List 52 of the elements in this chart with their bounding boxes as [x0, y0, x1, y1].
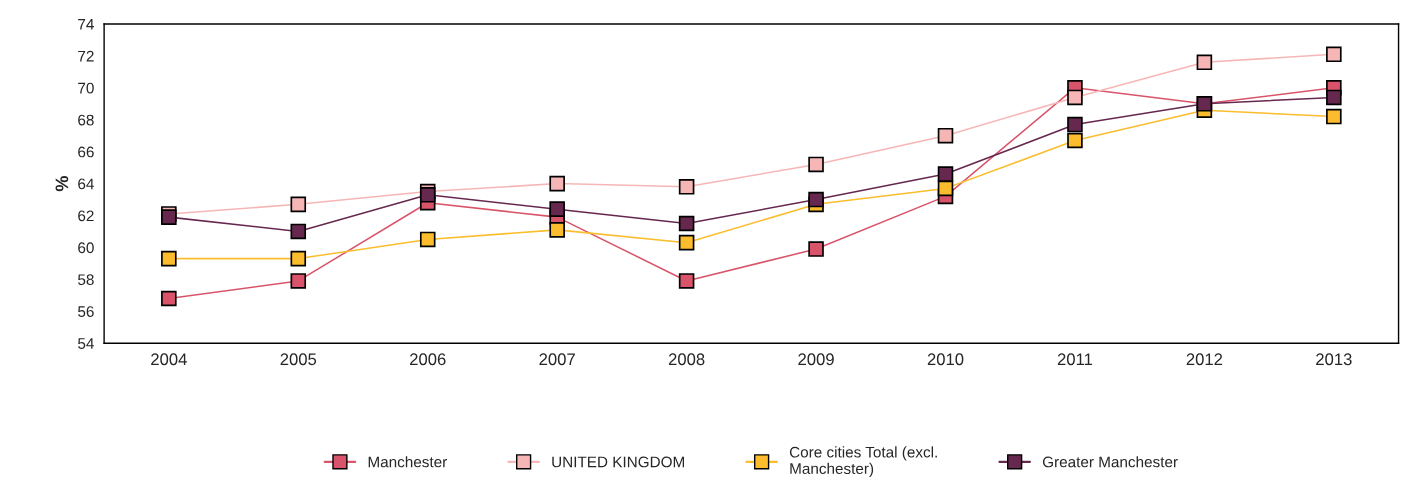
point: [678, 179, 695, 195]
x-tick-label: 2011: [1057, 353, 1093, 366]
legend-label: Core cities Total (excl. Manchester): [789, 446, 937, 478]
y-tick-label: 74: [78, 19, 94, 30]
x-tick-label: 2010: [927, 353, 964, 366]
x-tick-label: 2005: [280, 353, 317, 366]
point: [678, 234, 695, 251]
point: [1067, 132, 1083, 149]
legend-label: Greater Manchester: [1042, 456, 1178, 468]
y-tick-label: 58: [78, 274, 94, 286]
point: [1067, 116, 1083, 133]
y-axis-title: %: [55, 176, 69, 192]
point: [161, 250, 177, 267]
y-tick-label: 56: [78, 306, 94, 317]
point: [678, 215, 695, 232]
point: [161, 290, 177, 307]
y-tick-label: 70: [78, 82, 94, 94]
y-tick-label: 54: [78, 338, 94, 349]
y-tick-label: 72: [78, 50, 94, 62]
point: [937, 127, 954, 144]
y-tick-label: 60: [78, 242, 94, 254]
x-tick-label: 2004: [151, 353, 187, 366]
point: [1067, 89, 1083, 106]
point: [937, 166, 954, 182]
legend-label: UNITED KINGDOM: [552, 456, 684, 468]
point: [1326, 89, 1342, 106]
y-tick-label: 68: [78, 114, 94, 126]
y-tick-label: 66: [78, 146, 94, 158]
point: [290, 196, 307, 213]
point: [549, 175, 565, 192]
x-tick-label: 2012: [1186, 353, 1223, 366]
legend-label: Manchester: [368, 456, 447, 468]
point: [1326, 46, 1342, 63]
point: [549, 201, 565, 217]
point: [808, 241, 824, 257]
x-tick-label: 2009: [798, 353, 834, 366]
point: [290, 273, 307, 289]
x-tick-label: 2013: [1316, 353, 1352, 366]
point: [1326, 108, 1342, 125]
y-tick-label: 62: [78, 210, 94, 222]
x-tick-label: 2008: [668, 353, 705, 366]
point: [678, 273, 695, 289]
point: [808, 191, 824, 208]
point: [1196, 54, 1213, 71]
y-tick-label: 64: [78, 178, 94, 190]
point: [290, 250, 307, 267]
x-tick-label: 2006: [410, 353, 446, 366]
point: [808, 156, 824, 173]
point: [549, 222, 565, 238]
x-tick-label: 2007: [539, 353, 575, 366]
point: [290, 223, 307, 240]
point: [419, 231, 436, 248]
